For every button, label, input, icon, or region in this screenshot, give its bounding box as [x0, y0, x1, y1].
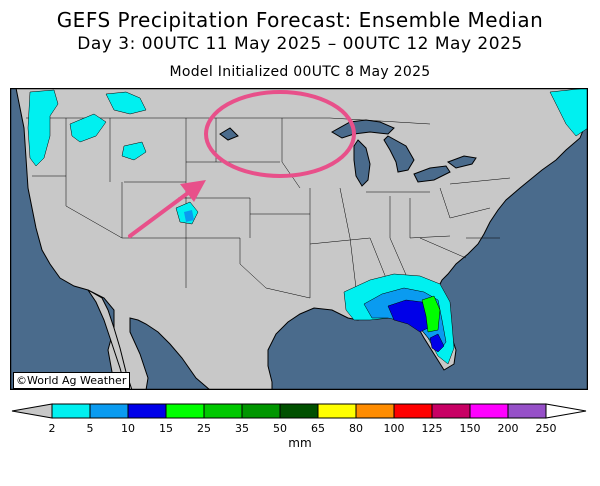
- legend-tick-label: 65: [311, 422, 325, 435]
- legend-tick-label: 150: [460, 422, 481, 435]
- legend-unit: mm: [288, 436, 312, 450]
- legend-over-arrow: [545, 403, 587, 419]
- color-legend: 2 5 10 15 25 35 50 65 80 100 125 150 200 250: [11, 403, 587, 435]
- legend-swatch: [507, 403, 547, 419]
- legend-swatch: [393, 403, 433, 419]
- legend-tick-label: 5: [87, 422, 94, 435]
- state-borders: [26, 117, 511, 299]
- credit-label: ©World Ag Weather: [13, 372, 131, 389]
- map-frame: [10, 88, 588, 390]
- legend-tick-label: 35: [235, 422, 249, 435]
- annotation-arrow-shaft: [128, 188, 194, 238]
- legend-tick-label: 25: [197, 422, 211, 435]
- legend-swatch: [203, 403, 243, 419]
- legend-swatch: [165, 403, 205, 419]
- forecast-period: Day 3: 00UTC 11 May 2025 – 00UTC 12 May …: [77, 34, 523, 54]
- legend-under-arrow: [11, 403, 53, 419]
- legend-tick-label: 125: [422, 422, 443, 435]
- legend-tick-label: 80: [349, 422, 363, 435]
- legend-swatch: [89, 403, 129, 419]
- legend-swatch: [317, 403, 357, 419]
- precip-east-coast: [549, 88, 588, 137]
- precip-southeast: [343, 273, 455, 365]
- legend-tick-label: 200: [498, 422, 519, 435]
- chart-title: GEFS Precipitation Forecast: Ensemble Me…: [56, 8, 544, 32]
- model-init-time: Model Initialized 00UTC 8 May 2025: [169, 64, 431, 80]
- precipitation-map: [10, 88, 588, 390]
- legend-swatch: [241, 403, 281, 419]
- legend-tick-label: 250: [536, 422, 557, 435]
- legend-swatch: [127, 403, 167, 419]
- legend-tick-label: 15: [159, 422, 173, 435]
- legend-tick-label: 2: [49, 422, 56, 435]
- legend-swatch: [279, 403, 319, 419]
- annotation: [128, 90, 356, 238]
- baja-california: [87, 289, 133, 390]
- legend-swatch: [51, 403, 91, 419]
- annotation-circle: [204, 90, 356, 178]
- legend-tick-label: 10: [121, 422, 135, 435]
- legend-swatch: [469, 403, 509, 419]
- annotation-arrow-head: [180, 180, 206, 202]
- legend-tick-label: 100: [384, 422, 405, 435]
- legend-tick-label: 50: [273, 422, 287, 435]
- great-lakes: [219, 119, 477, 187]
- legend-swatch: [431, 403, 471, 419]
- legend-swatch: [355, 403, 395, 419]
- precip-colorado-core: [184, 210, 194, 222]
